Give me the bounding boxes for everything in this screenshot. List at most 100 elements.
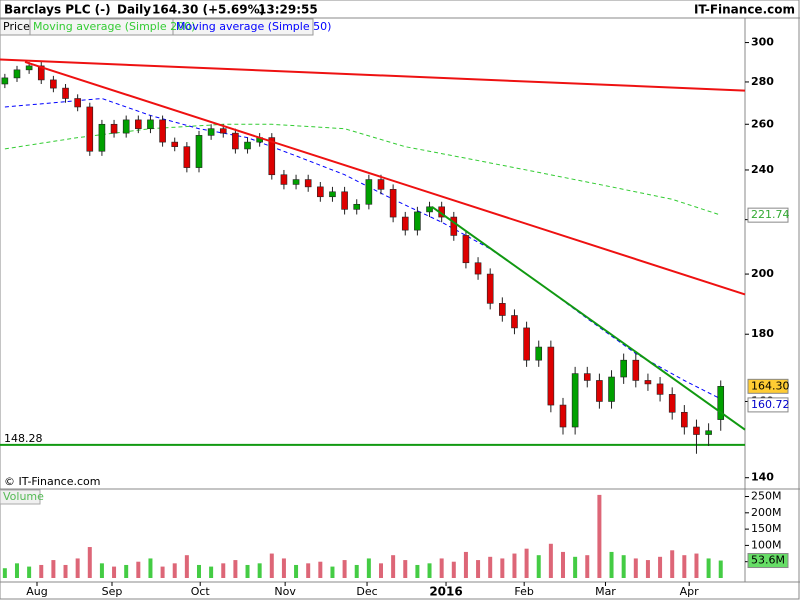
candle-body [389,189,397,218]
candle-body [462,235,470,264]
candle-body [559,404,567,428]
ma200-last: 221.74 [751,208,790,221]
volume-bar [209,566,214,578]
candle-body [535,346,543,361]
volume-bar [597,494,602,578]
candle-body [681,411,688,428]
volume-bar [245,564,250,578]
x-tick-label: Oct [191,585,211,598]
interval: Daily [117,3,151,17]
candle-body [232,132,239,150]
candle-body [717,386,725,420]
volume-bar [488,556,493,578]
candle-body [317,186,324,198]
volume-bar [27,566,32,578]
x-tick-label: Apr [680,585,700,598]
x-tick-label: Feb [514,585,533,598]
volume-bar [500,558,505,578]
candle-body [74,98,81,108]
volume-bar [621,555,626,578]
volume-bar [670,550,675,578]
volume-bar [221,563,226,578]
candle-body [474,262,482,275]
volume-bar [463,551,468,578]
volume-tick-label: 150M [751,522,782,535]
volume-bar [233,560,238,578]
volume-bar [694,553,699,578]
candle-body [693,426,700,435]
candle-body [547,346,555,406]
volume-bar [609,551,614,578]
volume-bar [451,561,456,578]
volume-label-box [0,489,41,505]
volume-bar [524,548,529,578]
candle-body [219,128,227,134]
y-tick-label: 180 [751,327,774,340]
volume-bar [318,561,323,578]
volume-bar [136,561,141,578]
x-tick-label: Nov [274,585,296,598]
candle-body [25,65,33,71]
candle-body [183,146,191,168]
candle-body [341,191,348,210]
candle-body [244,141,251,150]
volume-bar [14,563,19,578]
source: IT-Finance.com [694,3,795,17]
trendline [24,60,746,296]
volume-bar [160,566,165,578]
candle-body [377,179,385,190]
volume-bar [573,556,578,578]
volume-bar [75,558,80,578]
volume-bar [391,555,396,578]
volume-bar [172,563,177,578]
x-tick-label: 2016 [429,585,462,599]
volume-bar [536,555,541,578]
candle-body [37,65,45,81]
volume-bar [718,560,723,578]
candle-body [401,216,409,231]
last-price: 164.30 (+5.69%) [152,3,265,17]
volume-bar [512,553,517,578]
time: 13:29:55 [258,3,318,17]
volume-bar [476,560,481,578]
title: Barclays PLC (-) [4,3,111,17]
y-tick-label: 260 [751,117,774,130]
volume-bar [87,547,92,578]
volume-last: 53.6M [751,554,785,567]
candle-body [668,394,676,413]
ma200-last-box [747,207,789,223]
volume-bar [427,563,432,578]
volume-bar [281,558,286,578]
volume-bar [415,564,420,578]
y-tick-label: 140 [751,471,774,484]
candle-body [511,315,518,329]
candle-body [122,119,130,134]
candle-body [50,79,57,89]
candle-body [571,373,579,428]
candle-body [596,380,603,402]
y-tick-label: 240 [751,163,774,176]
volume-bar [196,564,201,578]
volume-bar [39,564,44,578]
y-tick-label: 300 [751,36,774,49]
legend-entry: Moving average (Simple 200) [33,20,195,33]
volume-bar [51,560,56,578]
legend-price: Price [3,20,30,33]
candle-body [110,123,118,134]
legend-box [172,18,314,36]
volume-bar [439,558,444,578]
candle-body [620,359,627,378]
candle-body [62,87,69,99]
trendline [431,206,746,431]
candle-body [486,273,494,304]
candle-body [426,206,433,213]
volume-bar [658,556,663,578]
candle-body [414,211,421,231]
volume-bar [269,553,274,578]
x-tick-label: Aug [26,585,47,598]
candle-body [656,383,664,395]
volume-bar [99,563,104,578]
